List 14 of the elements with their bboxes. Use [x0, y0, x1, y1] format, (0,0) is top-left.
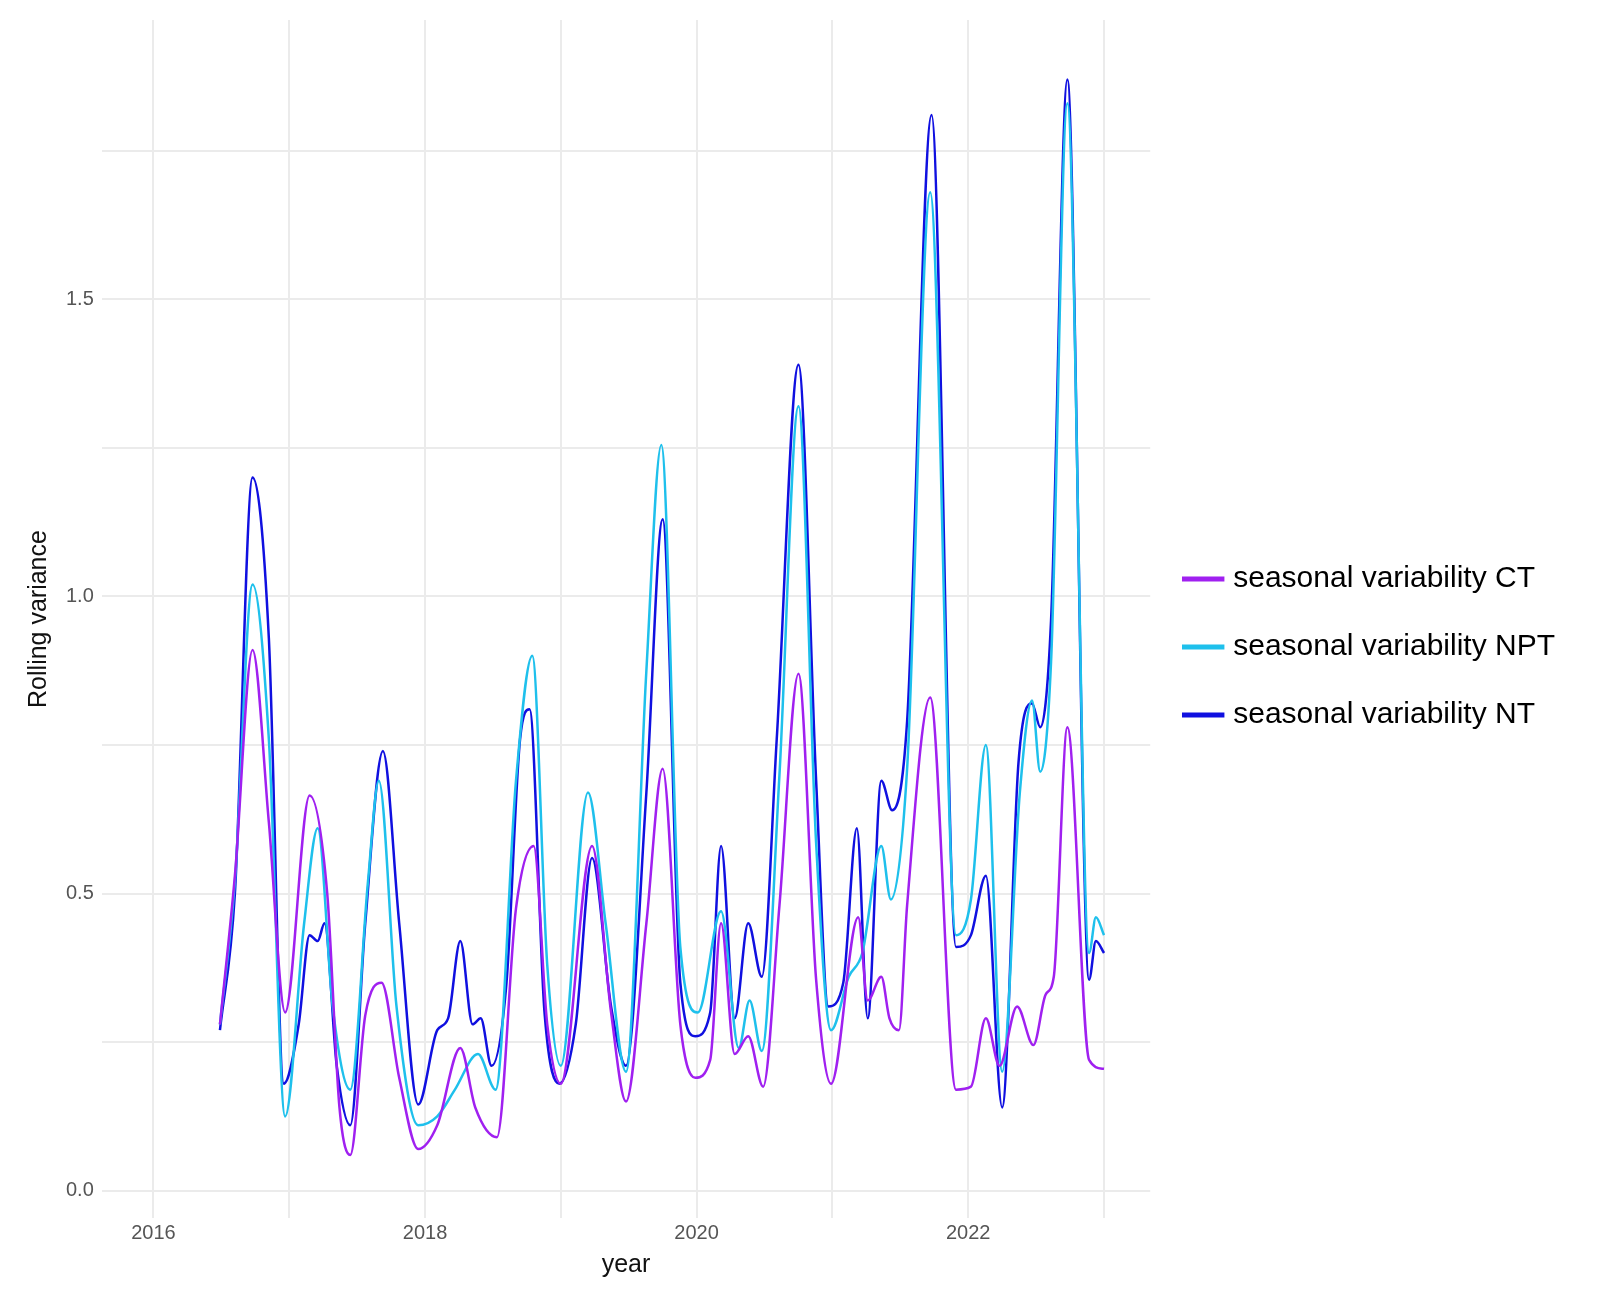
legend-label: seasonal variability CT	[1233, 560, 1535, 594]
x-tick-label: 2020	[674, 1220, 719, 1243]
y-tick-label: 1.5	[65, 286, 94, 309]
y-axis-title: Rolling variance	[22, 530, 51, 708]
line-series	[218, 648, 1106, 1157]
x-tick-label: 2022	[945, 1220, 991, 1243]
x-tick-label: 2016	[131, 1220, 176, 1243]
x-tick-label: 2018	[402, 1220, 448, 1243]
legend-label: seasonal variability NT	[1233, 696, 1535, 730]
x-axis-title: year	[601, 1248, 651, 1277]
legend-label: seasonal variability NPT	[1233, 628, 1555, 662]
y-tick-label: 0.5	[65, 881, 94, 904]
y-tick-label: 0.0	[65, 1178, 94, 1201]
y-tick-label: 1.0	[65, 583, 94, 606]
